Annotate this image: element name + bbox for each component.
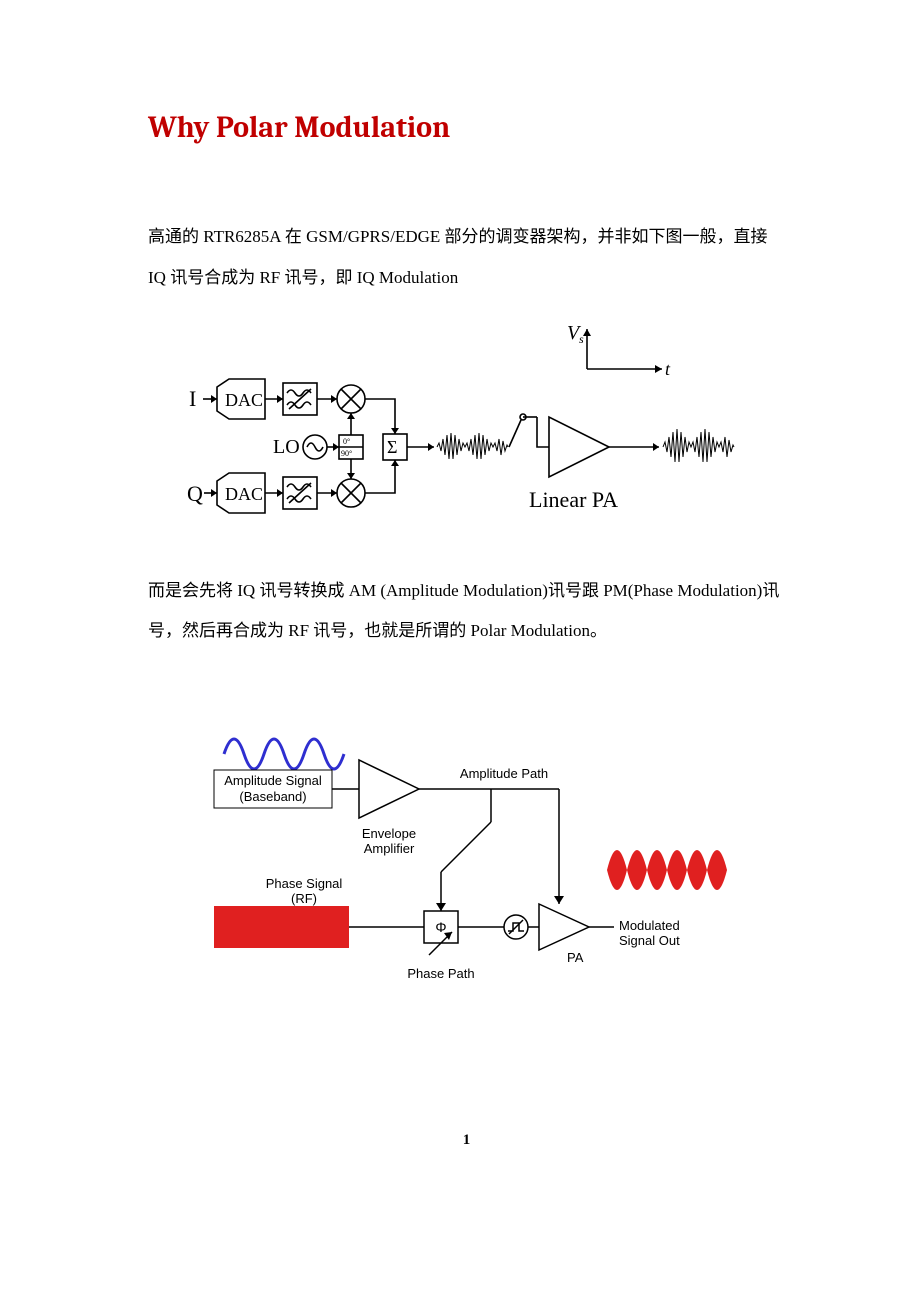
amp-sig-line2: (Baseband) — [239, 789, 306, 804]
amp-sig-line1: Amplitude Signal — [224, 773, 322, 788]
i-input-label: I — [189, 386, 196, 411]
dac-q-block: DAC — [217, 473, 265, 513]
post-pa-waveform — [663, 429, 734, 462]
pre-pa-waveform — [437, 433, 508, 459]
amp-path-label: Amplitude Path — [460, 766, 548, 781]
lo-label: LO — [273, 436, 300, 458]
phase-splitter: 0° 90° — [339, 435, 363, 459]
env-amp-line2: Amplifier — [364, 841, 415, 856]
split-0-label: 0° — [343, 437, 350, 446]
amplitude-signal-box: Amplitude Signal (Baseband) — [214, 770, 332, 808]
phi-label: Φ — [435, 919, 446, 935]
dac-i-block: DAC — [217, 379, 265, 419]
mixer-q — [337, 479, 365, 507]
out-line1: Modulated — [619, 918, 680, 933]
dac-i-label: DAC — [225, 390, 263, 410]
pa-label: PA — [567, 950, 584, 965]
vs-sub-label: s — [579, 332, 584, 346]
out-line2: Signal Out — [619, 933, 680, 948]
phase-modulator: Φ — [424, 911, 458, 955]
output-waveform — [607, 850, 727, 890]
lo-osc — [303, 435, 327, 459]
paragraph-1: 高通的 RTR6285A 在 GSM/GPRS/EDGE 部分的调变器架构，并非… — [148, 217, 785, 299]
envelope-amplifier: Envelope Amplifier — [359, 760, 419, 856]
split-90-label: 90° — [341, 449, 352, 458]
amplitude-waveform — [224, 739, 344, 769]
paragraph-2: 而是会先将 IQ 讯号转换成 AM (Amplitude Modulation)… — [148, 571, 785, 653]
phase-sig-line1: Phase Signal — [266, 876, 343, 891]
limiter-icon — [504, 915, 528, 939]
polar-modulation-diagram: Amplitude Signal (Baseband) Envelope Amp… — [148, 712, 785, 1002]
vs-t-axes: V s t — [567, 322, 671, 379]
lpf-i-block — [283, 383, 317, 415]
page-number: 1 — [148, 1132, 785, 1149]
phase-signal-block: Phase Signal (RF) — [214, 876, 349, 948]
phase-sig-line2: (RF) — [291, 891, 317, 906]
iq-modulation-diagram: V s t I DAC — [148, 321, 785, 531]
summer-block: Σ — [383, 434, 407, 460]
env-amp-line1: Envelope — [362, 826, 416, 841]
lpf-q-block — [283, 477, 317, 509]
dac-q-label: DAC — [225, 484, 263, 504]
mixer-i — [337, 385, 365, 413]
linear-pa-label: Linear PA — [529, 487, 618, 512]
pa-block: PA — [539, 904, 589, 965]
page-title: Why Polar Modulation — [148, 110, 785, 145]
t-label: t — [665, 359, 671, 379]
sigma-label: Σ — [387, 437, 397, 457]
q-input-label: Q — [187, 481, 203, 506]
phase-path-label: Phase Path — [407, 966, 474, 981]
linear-pa-block: Linear PA — [529, 417, 618, 512]
